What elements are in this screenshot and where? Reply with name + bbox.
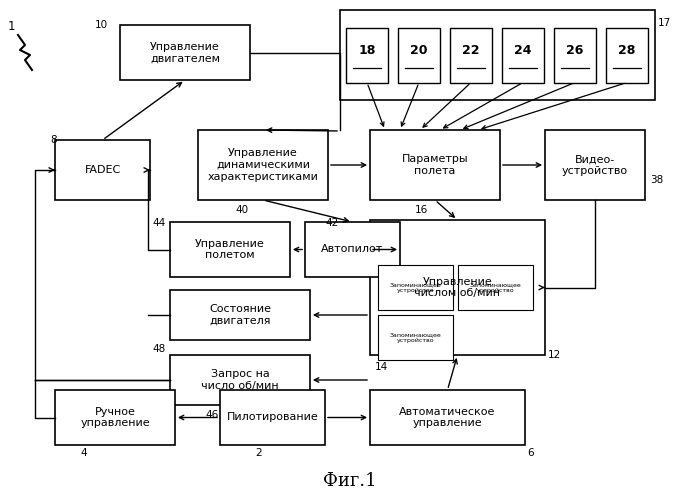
Text: 14: 14: [375, 362, 389, 372]
Text: Видео-
устройство: Видео- устройство: [562, 154, 628, 176]
Bar: [120, 25, 250, 80]
Text: 10: 10: [95, 20, 108, 30]
Text: Запрос на
число об/мин: Запрос на число об/мин: [201, 369, 279, 391]
Bar: [370, 130, 500, 200]
Bar: [346, 28, 388, 82]
Bar: [55, 140, 150, 200]
Text: 12: 12: [548, 350, 561, 360]
Bar: [170, 222, 290, 277]
Bar: [198, 130, 328, 200]
Bar: [450, 28, 492, 82]
Text: 26: 26: [566, 44, 584, 58]
Text: Управление
двигателем: Управление двигателем: [150, 42, 220, 63]
Text: 4: 4: [80, 448, 87, 458]
Text: Ручное
управление: Ручное управление: [80, 407, 150, 428]
Text: 8: 8: [50, 135, 57, 145]
Bar: [170, 290, 310, 340]
Text: 28: 28: [618, 44, 636, 58]
Text: Запоминающее
устройство: Запоминающее устройство: [390, 282, 442, 293]
Bar: [398, 28, 440, 82]
Text: 38: 38: [650, 175, 664, 185]
Bar: [220, 390, 325, 445]
Text: Управление
динамическими
характеристиками: Управление динамическими характеристикам…: [208, 148, 318, 181]
Text: 1: 1: [8, 20, 15, 33]
Text: 44: 44: [152, 218, 165, 228]
Text: Автопилот: Автопилот: [321, 245, 384, 254]
Bar: [378, 315, 453, 360]
Text: Пилотирование: Пилотирование: [227, 413, 318, 423]
Text: Состояние
двигателя: Состояние двигателя: [209, 304, 271, 326]
Text: 46: 46: [205, 410, 218, 420]
Bar: [378, 265, 453, 310]
Text: 20: 20: [410, 44, 428, 58]
Text: Фиг.1: Фиг.1: [323, 472, 377, 490]
Text: Параметры
полета: Параметры полета: [402, 154, 468, 176]
Text: 16: 16: [415, 205, 428, 215]
Text: FADEC: FADEC: [85, 165, 120, 175]
Text: Управление
числом об/мин: Управление числом об/мин: [414, 277, 500, 298]
Text: Запоминающее
устройство: Запоминающее устройство: [390, 332, 442, 343]
Text: 42: 42: [325, 218, 338, 228]
Text: Автоматическое
управление: Автоматическое управление: [399, 407, 496, 428]
Text: 40: 40: [235, 205, 248, 215]
Bar: [606, 28, 648, 82]
Bar: [305, 222, 400, 277]
Text: 22: 22: [462, 44, 480, 58]
Text: Управление
полетом: Управление полетом: [195, 239, 265, 260]
Text: 18: 18: [358, 44, 376, 58]
Bar: [170, 355, 310, 405]
Bar: [502, 28, 544, 82]
Text: Запоминающее
устройство: Запоминающее устройство: [470, 282, 522, 293]
Bar: [370, 390, 525, 445]
Bar: [554, 28, 596, 82]
Bar: [545, 130, 645, 200]
Text: 2: 2: [255, 448, 262, 458]
Text: 24: 24: [514, 44, 532, 58]
Bar: [55, 390, 175, 445]
Text: 17: 17: [658, 18, 671, 28]
Bar: [370, 220, 545, 355]
Text: 6: 6: [527, 448, 533, 458]
Text: 48: 48: [152, 344, 165, 354]
Bar: [458, 265, 533, 310]
Bar: [340, 10, 655, 100]
